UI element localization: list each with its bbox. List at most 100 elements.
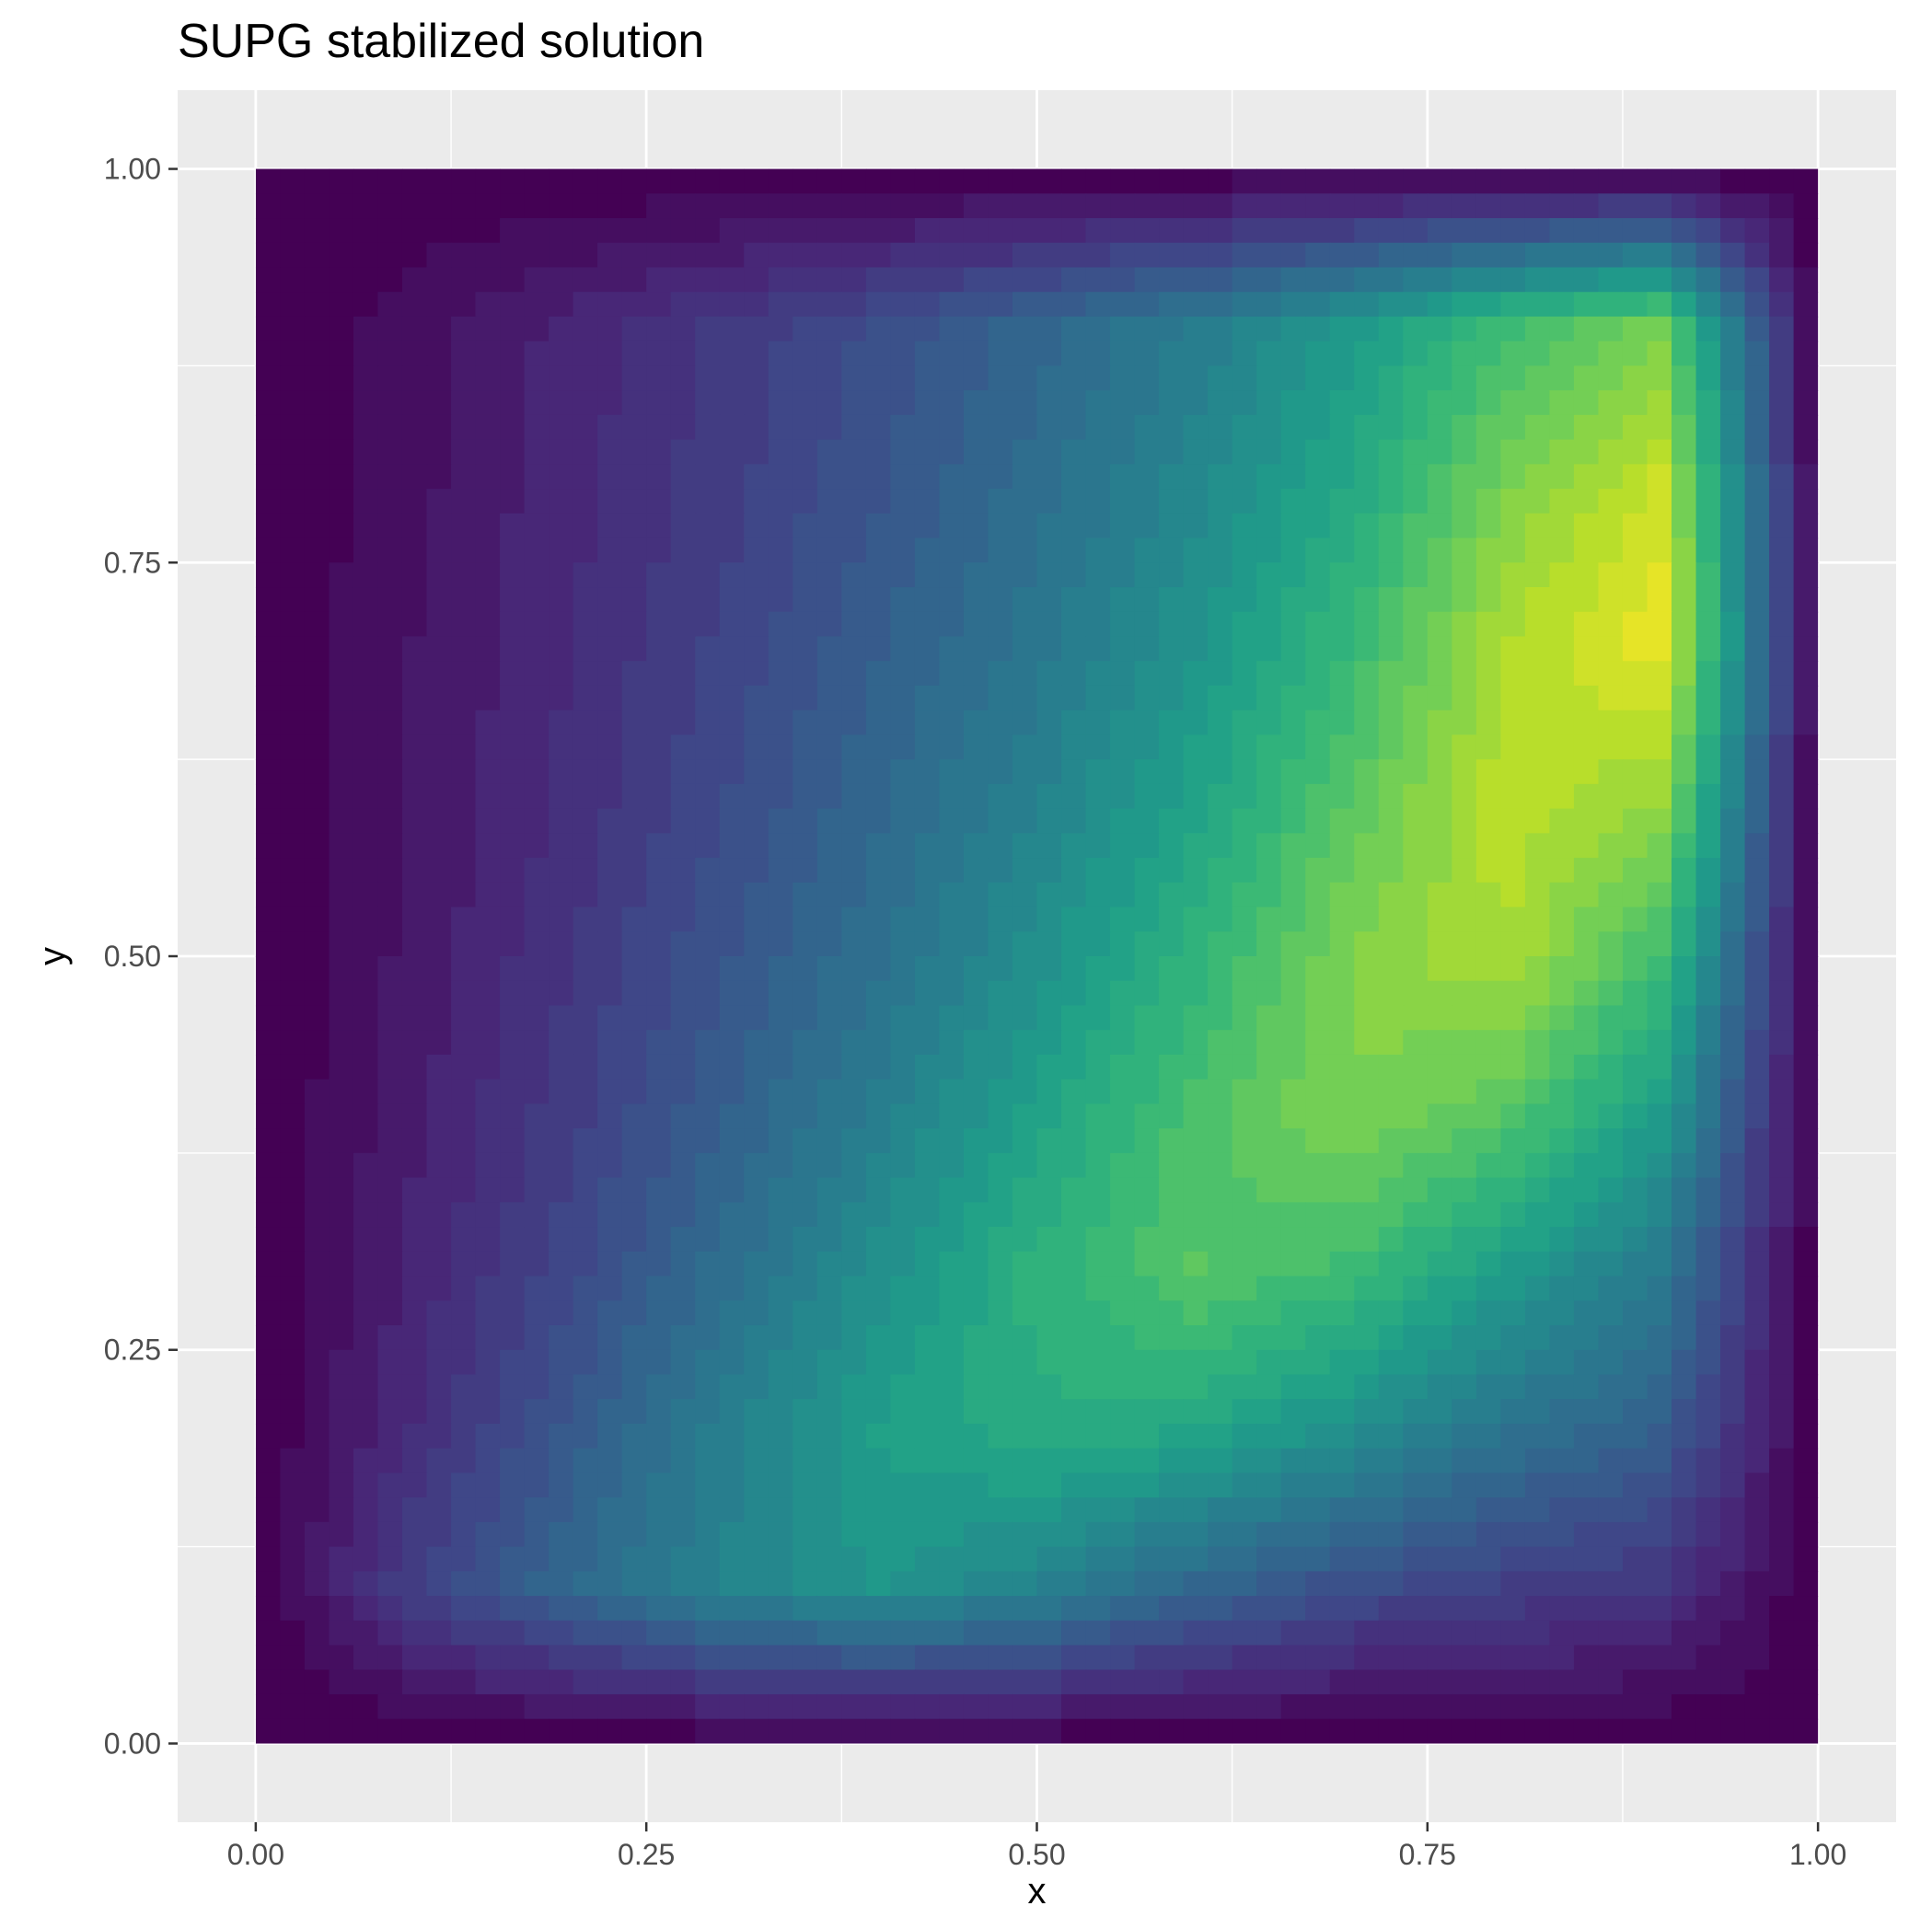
field-cell xyxy=(1305,168,1331,195)
field-cell xyxy=(1183,414,1209,441)
field-cell xyxy=(1744,636,1770,662)
field-cell xyxy=(841,611,867,638)
field-cell xyxy=(1475,1079,1502,1105)
field-cell xyxy=(1793,513,1819,539)
field-cell xyxy=(524,1546,550,1573)
field-cell xyxy=(1647,1300,1672,1326)
field-cell xyxy=(329,1374,354,1400)
field-cell xyxy=(1256,734,1282,760)
field-cell xyxy=(1305,537,1331,564)
field-cell xyxy=(1012,1645,1038,1671)
field-cell xyxy=(865,1596,892,1622)
field-cell xyxy=(1305,267,1331,294)
field-cell xyxy=(1549,661,1575,687)
field-cell xyxy=(1183,1521,1209,1548)
field-cell xyxy=(255,1202,282,1228)
field-cell xyxy=(939,316,965,342)
field-cell xyxy=(573,980,598,1007)
field-cell xyxy=(1695,1620,1721,1646)
field-cell xyxy=(1232,1620,1257,1646)
field-cell xyxy=(621,439,647,466)
field-cell xyxy=(792,267,818,294)
field-cell xyxy=(1159,1497,1185,1523)
field-cell xyxy=(1403,1546,1429,1573)
field-cell xyxy=(500,1251,526,1277)
field-cell xyxy=(280,636,306,662)
field-cell xyxy=(621,611,647,638)
field-cell xyxy=(1329,1596,1356,1622)
field-cell xyxy=(1573,1473,1600,1498)
field-cell xyxy=(768,710,794,736)
field-cell xyxy=(329,1521,354,1548)
field-cell xyxy=(1475,1202,1502,1228)
field-cell xyxy=(1036,1448,1062,1474)
field-cell xyxy=(1134,661,1160,687)
field-cell xyxy=(1159,956,1185,982)
field-cell xyxy=(1500,1324,1526,1351)
field-cell xyxy=(621,341,647,367)
field-cell xyxy=(646,1177,672,1204)
field-cell xyxy=(1720,1054,1746,1080)
field-cell xyxy=(1549,1399,1575,1425)
field-cell xyxy=(1012,808,1038,835)
field-cell xyxy=(401,1054,428,1080)
field-cell xyxy=(646,1718,672,1744)
field-cell xyxy=(719,1497,746,1523)
field-cell xyxy=(1354,1497,1380,1523)
field-cell xyxy=(1524,1669,1551,1695)
field-cell xyxy=(1403,464,1429,490)
field-cell xyxy=(1208,1300,1233,1326)
field-cell xyxy=(255,513,282,539)
field-cell xyxy=(646,1349,672,1376)
field-cell xyxy=(963,1374,989,1400)
field-cell xyxy=(255,1620,282,1646)
field-cell xyxy=(865,365,892,391)
field-cell xyxy=(1452,242,1477,269)
field-cell xyxy=(597,218,623,244)
field-cell xyxy=(1769,390,1795,416)
field-cell xyxy=(1744,931,1770,957)
field-cell xyxy=(280,661,306,687)
field-cell xyxy=(914,1669,941,1695)
field-cell xyxy=(988,242,1013,269)
field-cell xyxy=(865,587,892,613)
field-cell xyxy=(1329,636,1356,662)
field-cell xyxy=(939,1718,965,1744)
field-cell xyxy=(1647,267,1672,294)
field-cell xyxy=(280,390,306,416)
field-cell xyxy=(1573,1546,1600,1573)
field-cell xyxy=(597,1202,623,1228)
field-cell xyxy=(597,242,623,269)
field-cell xyxy=(1036,1152,1062,1179)
field-cell xyxy=(988,710,1013,736)
field-cell xyxy=(1793,439,1819,466)
field-cell xyxy=(377,759,403,785)
field-cell xyxy=(329,1423,354,1450)
field-cell xyxy=(1622,1473,1649,1498)
field-cell xyxy=(475,1054,501,1080)
field-cell xyxy=(304,661,330,687)
field-cell xyxy=(377,1177,403,1204)
field-cell xyxy=(1329,1005,1356,1031)
field-cell xyxy=(963,562,989,588)
field-cell xyxy=(573,833,598,859)
field-cell xyxy=(1403,1276,1429,1302)
field-cell xyxy=(914,1718,941,1744)
field-cell xyxy=(1475,931,1502,957)
field-cell xyxy=(1744,1571,1770,1597)
field-cell xyxy=(841,1349,867,1376)
field-cell xyxy=(1085,513,1111,539)
field-cell xyxy=(1208,710,1233,736)
field-cell xyxy=(1280,1546,1307,1573)
field-cell xyxy=(1427,1693,1453,1720)
field-cell xyxy=(865,956,892,982)
field-cell xyxy=(1549,1448,1575,1474)
field-cell xyxy=(1500,882,1526,908)
field-cell xyxy=(1549,414,1575,441)
field-cell xyxy=(768,783,794,810)
field-cell xyxy=(1256,439,1282,466)
field-cell xyxy=(1208,661,1233,687)
field-cell xyxy=(939,537,965,564)
field-cell xyxy=(719,1473,746,1498)
field-cell xyxy=(621,1177,647,1204)
